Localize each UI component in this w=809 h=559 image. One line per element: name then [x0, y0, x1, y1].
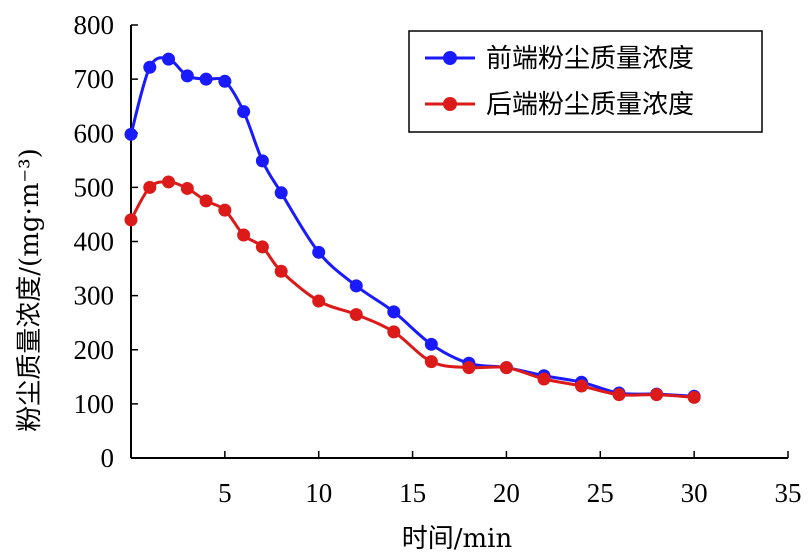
- data-point: [387, 305, 401, 319]
- data-point: [349, 279, 363, 293]
- data-point: [180, 69, 194, 83]
- data-point: [237, 105, 251, 119]
- x-tick-label: 25: [587, 478, 614, 508]
- data-point: [218, 203, 232, 217]
- legend-marker-rear: [443, 97, 457, 111]
- data-point: [575, 379, 589, 393]
- y-tick-label: 0: [101, 443, 115, 473]
- data-point: [237, 228, 251, 242]
- data-point: [499, 361, 513, 375]
- legend-label-front: 前端粉尘质量浓度: [486, 44, 694, 74]
- plot-area: [124, 52, 701, 404]
- x-tick-label: 30: [681, 478, 708, 508]
- y-tick-label: 200: [74, 335, 115, 365]
- data-point: [143, 180, 157, 194]
- x-tick-label: 5: [218, 478, 232, 508]
- data-point: [462, 361, 476, 375]
- data-point: [255, 240, 269, 254]
- y-tick-label: 700: [74, 64, 115, 94]
- data-point: [349, 308, 363, 322]
- data-point: [612, 388, 626, 402]
- y-tick-label: 800: [74, 10, 115, 40]
- x-tick-label: 20: [493, 478, 520, 508]
- data-point: [199, 72, 213, 86]
- tick-labels: 0 100 200 300 400 500 600 700 800 5 10 15 20 25 30 35: [74, 10, 802, 508]
- data-point: [312, 294, 326, 308]
- legend-box: [408, 30, 763, 133]
- legend-marker-front: [443, 51, 457, 65]
- data-point: [124, 213, 138, 227]
- data-point: [143, 60, 157, 74]
- series-rear: [124, 175, 701, 404]
- x-axis-title: 时间/min: [402, 524, 513, 554]
- legend-label-rear: 后端粉尘质量浓度: [486, 90, 694, 120]
- data-point: [424, 337, 438, 351]
- data-point: [162, 52, 176, 66]
- data-point: [124, 127, 138, 141]
- data-point: [180, 181, 194, 195]
- data-point: [537, 372, 551, 386]
- series-line: [129, 180, 695, 399]
- data-point: [687, 390, 701, 404]
- data-point: [650, 388, 664, 402]
- data-point: [424, 355, 438, 369]
- y-tick-label: 300: [74, 281, 115, 311]
- y-axis-title: 粉尘质量浓度/(mg·m⁻³): [15, 148, 45, 431]
- legend: 前端粉尘质量浓度 后端粉尘质量浓度: [408, 30, 763, 133]
- data-point: [218, 74, 232, 88]
- y-tick-label: 100: [74, 389, 115, 419]
- data-point: [387, 325, 401, 339]
- axes: [130, 24, 789, 459]
- data-point: [274, 186, 288, 200]
- data-point: [274, 264, 288, 278]
- data-point: [162, 175, 176, 189]
- data-point: [255, 154, 269, 168]
- x-tick-label: 15: [399, 478, 426, 508]
- y-tick-label: 400: [74, 227, 115, 257]
- data-point: [199, 194, 213, 208]
- data-point: [312, 245, 326, 259]
- y-tick-label: 500: [74, 172, 115, 202]
- x-tick-label: 10: [305, 478, 332, 508]
- x-tick-label: 35: [775, 478, 802, 508]
- y-tick-label: 600: [74, 118, 115, 148]
